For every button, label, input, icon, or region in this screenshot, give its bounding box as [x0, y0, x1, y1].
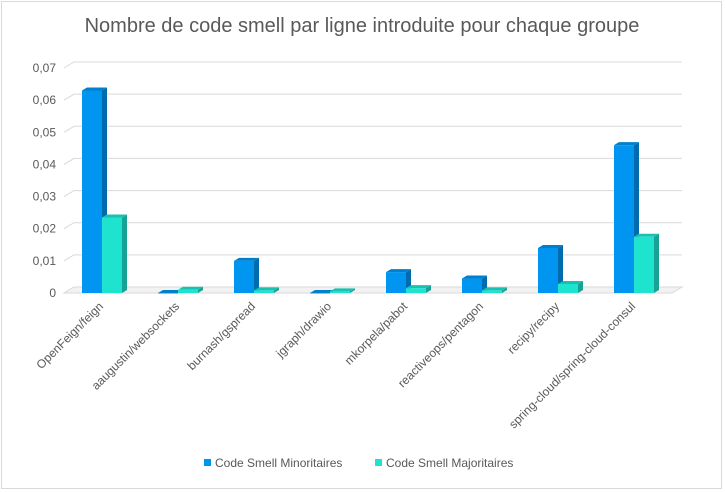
legend: Code Smell Minoritaires Code Smell Majori… — [204, 456, 513, 470]
legend-swatch — [204, 459, 211, 466]
y-tick-label: 0 — [49, 286, 56, 300]
bar-minoritaires — [158, 290, 183, 294]
chart-title: Nombre de code smell par ligne introduit… — [85, 15, 640, 37]
legend-swatch — [375, 459, 382, 466]
gridline — [63, 61, 682, 69]
gridline — [63, 93, 682, 101]
bar-majoritaires — [178, 286, 203, 293]
legend-item: Code Smell Minoritaires — [204, 456, 342, 470]
bar-majoritaires — [102, 214, 127, 293]
y-tick-label: 0,07 — [33, 61, 57, 75]
legend-label: Code Smell Minoritaires — [215, 456, 342, 470]
y-tick-label: 0,06 — [33, 93, 57, 107]
y-tick-label: 0,02 — [33, 222, 57, 236]
x-tick-label: aaugustin/websockets — [89, 299, 182, 392]
gridline — [63, 254, 682, 262]
x-tick-label: recipy/recipy — [505, 299, 563, 357]
y-tick-label: 0,05 — [33, 125, 57, 139]
x-tick-label: mkorpela/pabot — [342, 299, 411, 368]
legend-item: Code Smell Majoritaires — [375, 456, 513, 470]
y-tick-label: 0,01 — [33, 254, 57, 268]
x-tick-label: OpenFeign/feign — [33, 299, 106, 372]
bar-minoritaires — [538, 245, 563, 293]
y-tick-label: 0,04 — [33, 157, 57, 171]
x-tick-label: reactiveops/pentagon — [395, 299, 486, 390]
x-tick-label: spring-cloud/spring-cloud-consul — [506, 299, 638, 431]
gridline — [63, 222, 682, 230]
x-tick-label: jgraph/drawio — [273, 299, 335, 361]
bar-majoritaires — [406, 285, 431, 293]
gridline — [63, 190, 682, 198]
y-tick-label: 0,03 — [33, 190, 57, 204]
gridline — [63, 125, 682, 133]
bar-minoritaires — [234, 257, 259, 293]
bar-minoritaires — [310, 290, 335, 294]
chart-floor — [62, 286, 684, 294]
bar-majoritaires — [254, 287, 279, 293]
bar-majoritaires — [330, 288, 355, 293]
bar-majoritaires — [558, 281, 583, 293]
legend-label: Code Smell Majoritaires — [386, 456, 513, 470]
y-axis-ticks: 0 0,01 0,02 0,03 0,04 0,05 0,06 0,07 — [33, 61, 57, 300]
gridlines — [62, 61, 684, 294]
gridline — [63, 157, 682, 165]
bar-majoritaires — [482, 287, 507, 293]
bars — [82, 87, 659, 294]
x-tick-label: burnash/gspread — [185, 299, 259, 373]
bar-majoritaires — [634, 233, 659, 293]
